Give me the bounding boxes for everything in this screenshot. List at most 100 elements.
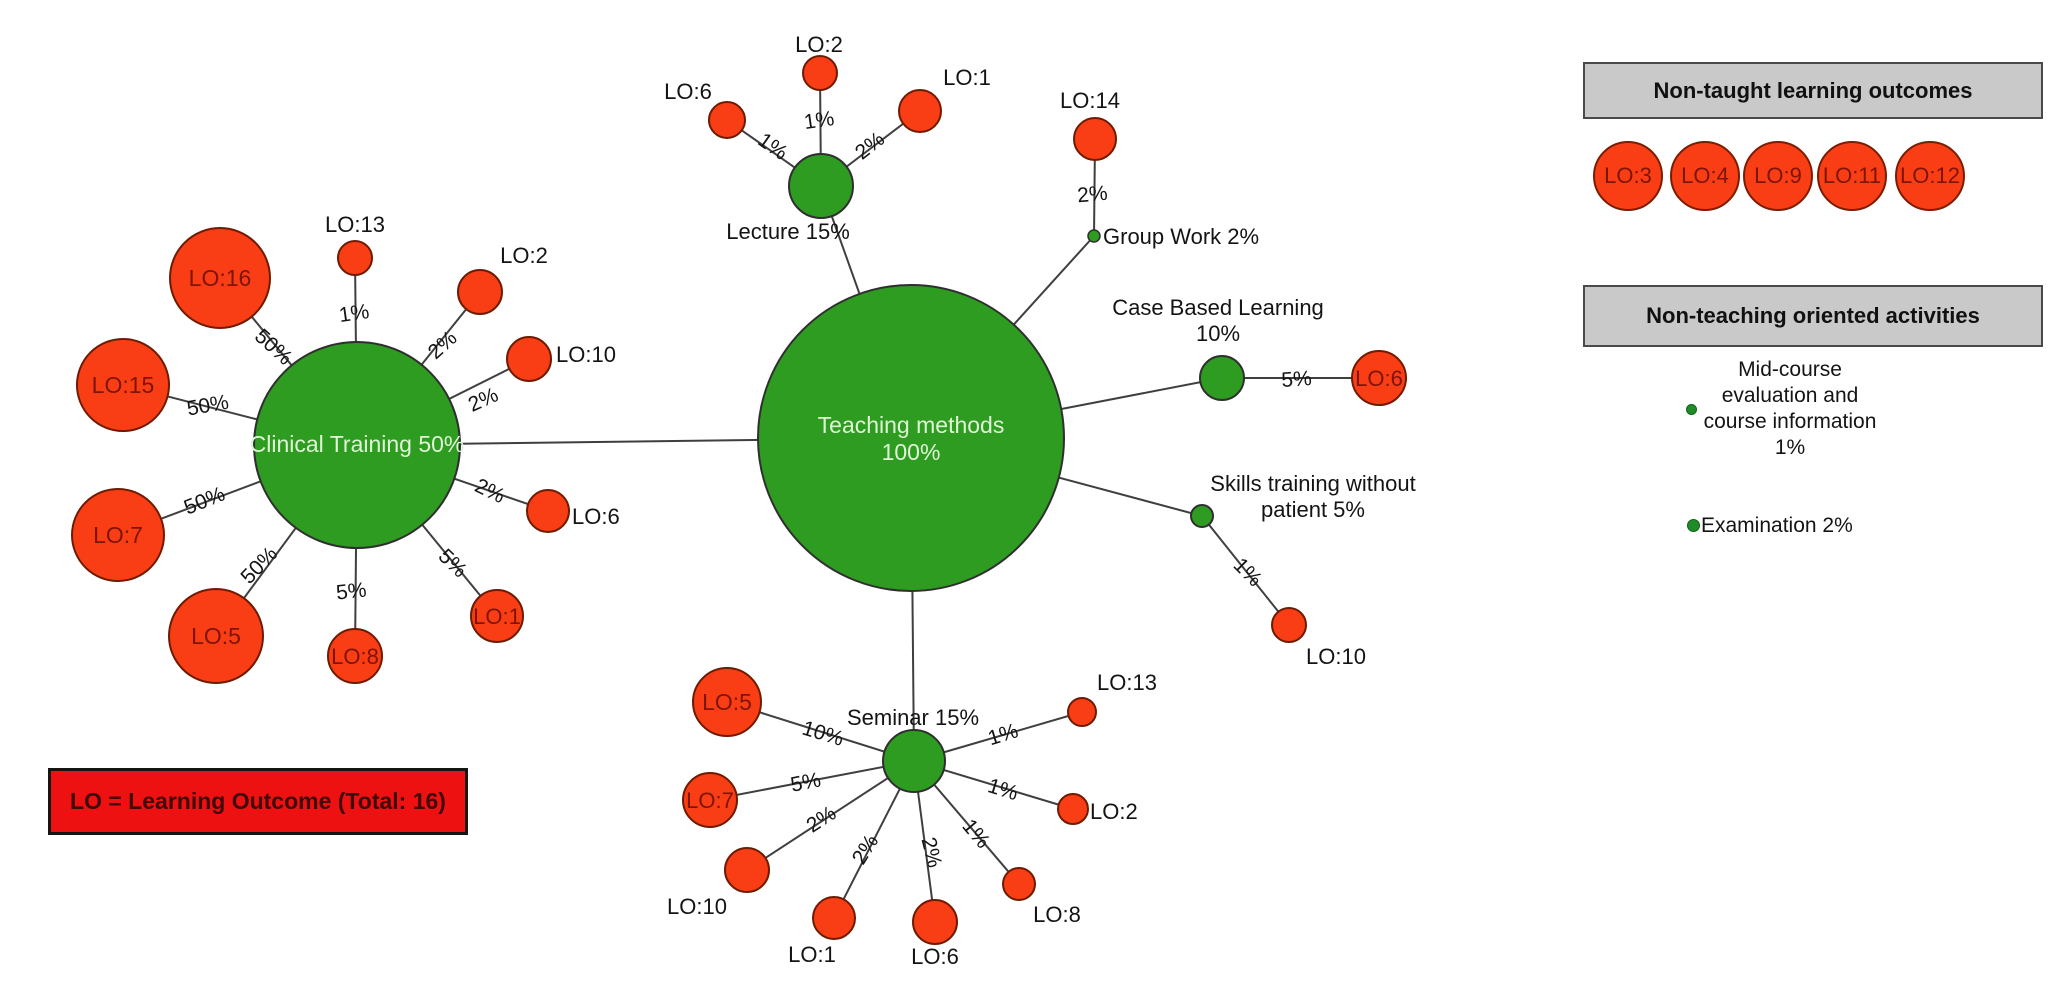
mid-course-line: Mid-course — [1738, 358, 1842, 381]
mid-course-label: Mid-course evaluation and course informa… — [1660, 357, 1920, 461]
node-skills — [1190, 504, 1214, 528]
edge-skills-st-lo10 — [1201, 515, 1290, 626]
node-gw-lo14 — [1073, 117, 1117, 161]
node-sm-lo2 — [1057, 793, 1089, 825]
node-label-skills: patient 5% — [1261, 497, 1365, 522]
edge-label-seminar-sm-lo13: 1% — [985, 719, 1021, 750]
edge-label-seminar-sm-lo1: 2% — [848, 831, 884, 869]
node-groupwork — [1087, 229, 1101, 243]
non-taught-outcome-circle: LO:4 — [1670, 141, 1740, 211]
edge-label-seminar-sm-lo10: 2% — [802, 802, 840, 838]
edge-label-clinical-ct-lo13: 1% — [337, 300, 370, 327]
node-clinical — [253, 341, 461, 549]
edge-label-clinical-ct-lo5: 50% — [236, 542, 282, 588]
mid-course-line: course information — [1703, 410, 1877, 433]
node-ct-lo5 — [168, 588, 264, 684]
mid-course-line: 1% — [1774, 436, 1806, 459]
node-lc-lo2 — [802, 55, 838, 91]
non-taught-outcomes-header: Non-taught learning outcomes — [1583, 62, 2043, 119]
node-casebased — [1199, 355, 1245, 401]
node-label-groupwork: Group Work 2% — [1103, 224, 1259, 249]
node-label-ct-lo7: LO:7 — [93, 522, 143, 548]
node-teaching — [757, 284, 1065, 592]
node-label-lc-lo1: LO:1 — [943, 65, 991, 90]
mid-course-dot — [1686, 404, 1697, 415]
node-label-sm-lo10: LO:10 — [667, 894, 727, 919]
node-label-sm-lo1: LO:1 — [788, 942, 836, 967]
node-ct-lo2 — [457, 269, 503, 315]
node-label-sm-lo2: LO:2 — [1090, 799, 1138, 824]
edge-label-seminar-sm-lo8: 1% — [957, 815, 994, 853]
node-ct-lo8 — [327, 628, 383, 684]
node-sm-lo10 — [724, 847, 770, 893]
node-sm-lo1 — [812, 896, 856, 940]
node-label-sm-lo8: LO:8 — [1033, 902, 1081, 927]
edge-seminar-sm-lo10 — [746, 760, 915, 871]
node-sm-lo13 — [1067, 697, 1097, 727]
edge-seminar-sm-lo7 — [709, 760, 915, 801]
node-label-ct-lo15: LO:15 — [92, 372, 155, 398]
edge-label-clinical-ct-lo6: 2% — [471, 474, 508, 508]
node-label-casebased: Case Based Learning — [1112, 295, 1324, 320]
node-label-lc-lo6: LO:6 — [664, 79, 712, 104]
examination-label: Examination 2% — [1701, 514, 1853, 537]
node-ct-lo15 — [76, 338, 170, 432]
node-seminar — [882, 729, 946, 793]
edge-label-seminar-sm-lo7: 5% — [789, 768, 823, 796]
node-label-ct-lo13: LO:13 — [325, 212, 385, 237]
non-taught-outcome-circle: LO:3 — [1593, 141, 1663, 211]
node-label-gw-lo14: LO:14 — [1060, 88, 1120, 113]
node-ct-lo10 — [506, 336, 552, 382]
node-label-ct-lo8: LO:8 — [331, 644, 379, 669]
node-label-sm-lo7: LO:7 — [686, 788, 734, 813]
node-label-ct-lo5: LO:5 — [191, 623, 241, 649]
edge-label-lecture-lc-lo2: 1% — [802, 107, 835, 134]
node-label-casebased: 10% — [1196, 321, 1240, 346]
edge-label-seminar-sm-lo6: 2% — [916, 835, 946, 870]
node-label-sm-lo5: LO:5 — [702, 689, 752, 715]
node-cb-lo6 — [1351, 350, 1407, 406]
non-taught-outcome-circle: LO:11 — [1817, 141, 1887, 211]
edge-label-seminar-sm-lo5: 10% — [799, 717, 846, 751]
node-label-clinical: Clinical Training 50% — [250, 431, 465, 457]
node-ct-lo7 — [71, 488, 165, 582]
node-label-st-lo10: LO:10 — [1306, 644, 1366, 669]
edge-label-clinical-ct-lo8: 5% — [335, 579, 368, 605]
node-label-teaching: 100% — [882, 439, 941, 465]
node-label-cb-lo6: LO:6 — [1355, 366, 1403, 391]
edge-label-clinical-ct-lo2: 2% — [424, 326, 462, 363]
node-sm-lo5 — [692, 667, 762, 737]
node-lc-lo1 — [898, 89, 942, 133]
non-teaching-activities-header: Non-teaching oriented activities — [1583, 285, 2043, 347]
edge-label-clinical-ct-lo15: 50% — [185, 391, 230, 421]
node-sm-lo6 — [912, 899, 958, 945]
node-label-lecture: Lecture 15% — [726, 219, 850, 244]
edge-label-lecture-lc-lo6: 1% — [754, 129, 792, 165]
edge-label-groupwork-gw-lo14: 2% — [1076, 182, 1108, 208]
mid-course-line: evaluation and — [1721, 384, 1859, 407]
node-label-ct-lo1: LO:1 — [473, 604, 521, 629]
examination-dot — [1687, 519, 1700, 532]
node-sm-lo8 — [1002, 867, 1036, 901]
edge-label-skills-st-lo10: 1% — [1229, 554, 1267, 592]
node-ct-lo16 — [169, 227, 271, 329]
node-lc-lo6 — [708, 101, 746, 139]
edge-label-casebased-cb-lo6: 5% — [1281, 367, 1313, 392]
node-label-ct-lo16: LO:16 — [189, 265, 252, 291]
node-ct-lo13 — [337, 240, 373, 276]
node-label-ct-lo2: LO:2 — [500, 243, 548, 268]
node-lecture — [788, 153, 854, 219]
edge-label-clinical-ct-lo7: 50% — [181, 482, 229, 519]
node-ct-lo6 — [526, 489, 570, 533]
non-taught-outcome-circle: LO:9 — [1743, 141, 1813, 211]
edge-label-seminar-sm-lo2: 1% — [985, 774, 1021, 805]
node-label-skills: Skills training without — [1210, 471, 1415, 496]
node-label-teaching: Teaching methods — [818, 412, 1005, 438]
node-label-sm-lo6: LO:6 — [911, 944, 959, 969]
node-st-lo10 — [1271, 607, 1307, 643]
non-taught-outcome-circle: LO:12 — [1895, 141, 1965, 211]
node-label-lc-lo2: LO:2 — [795, 32, 843, 57]
node-label-ct-lo6: LO:6 — [572, 504, 620, 529]
